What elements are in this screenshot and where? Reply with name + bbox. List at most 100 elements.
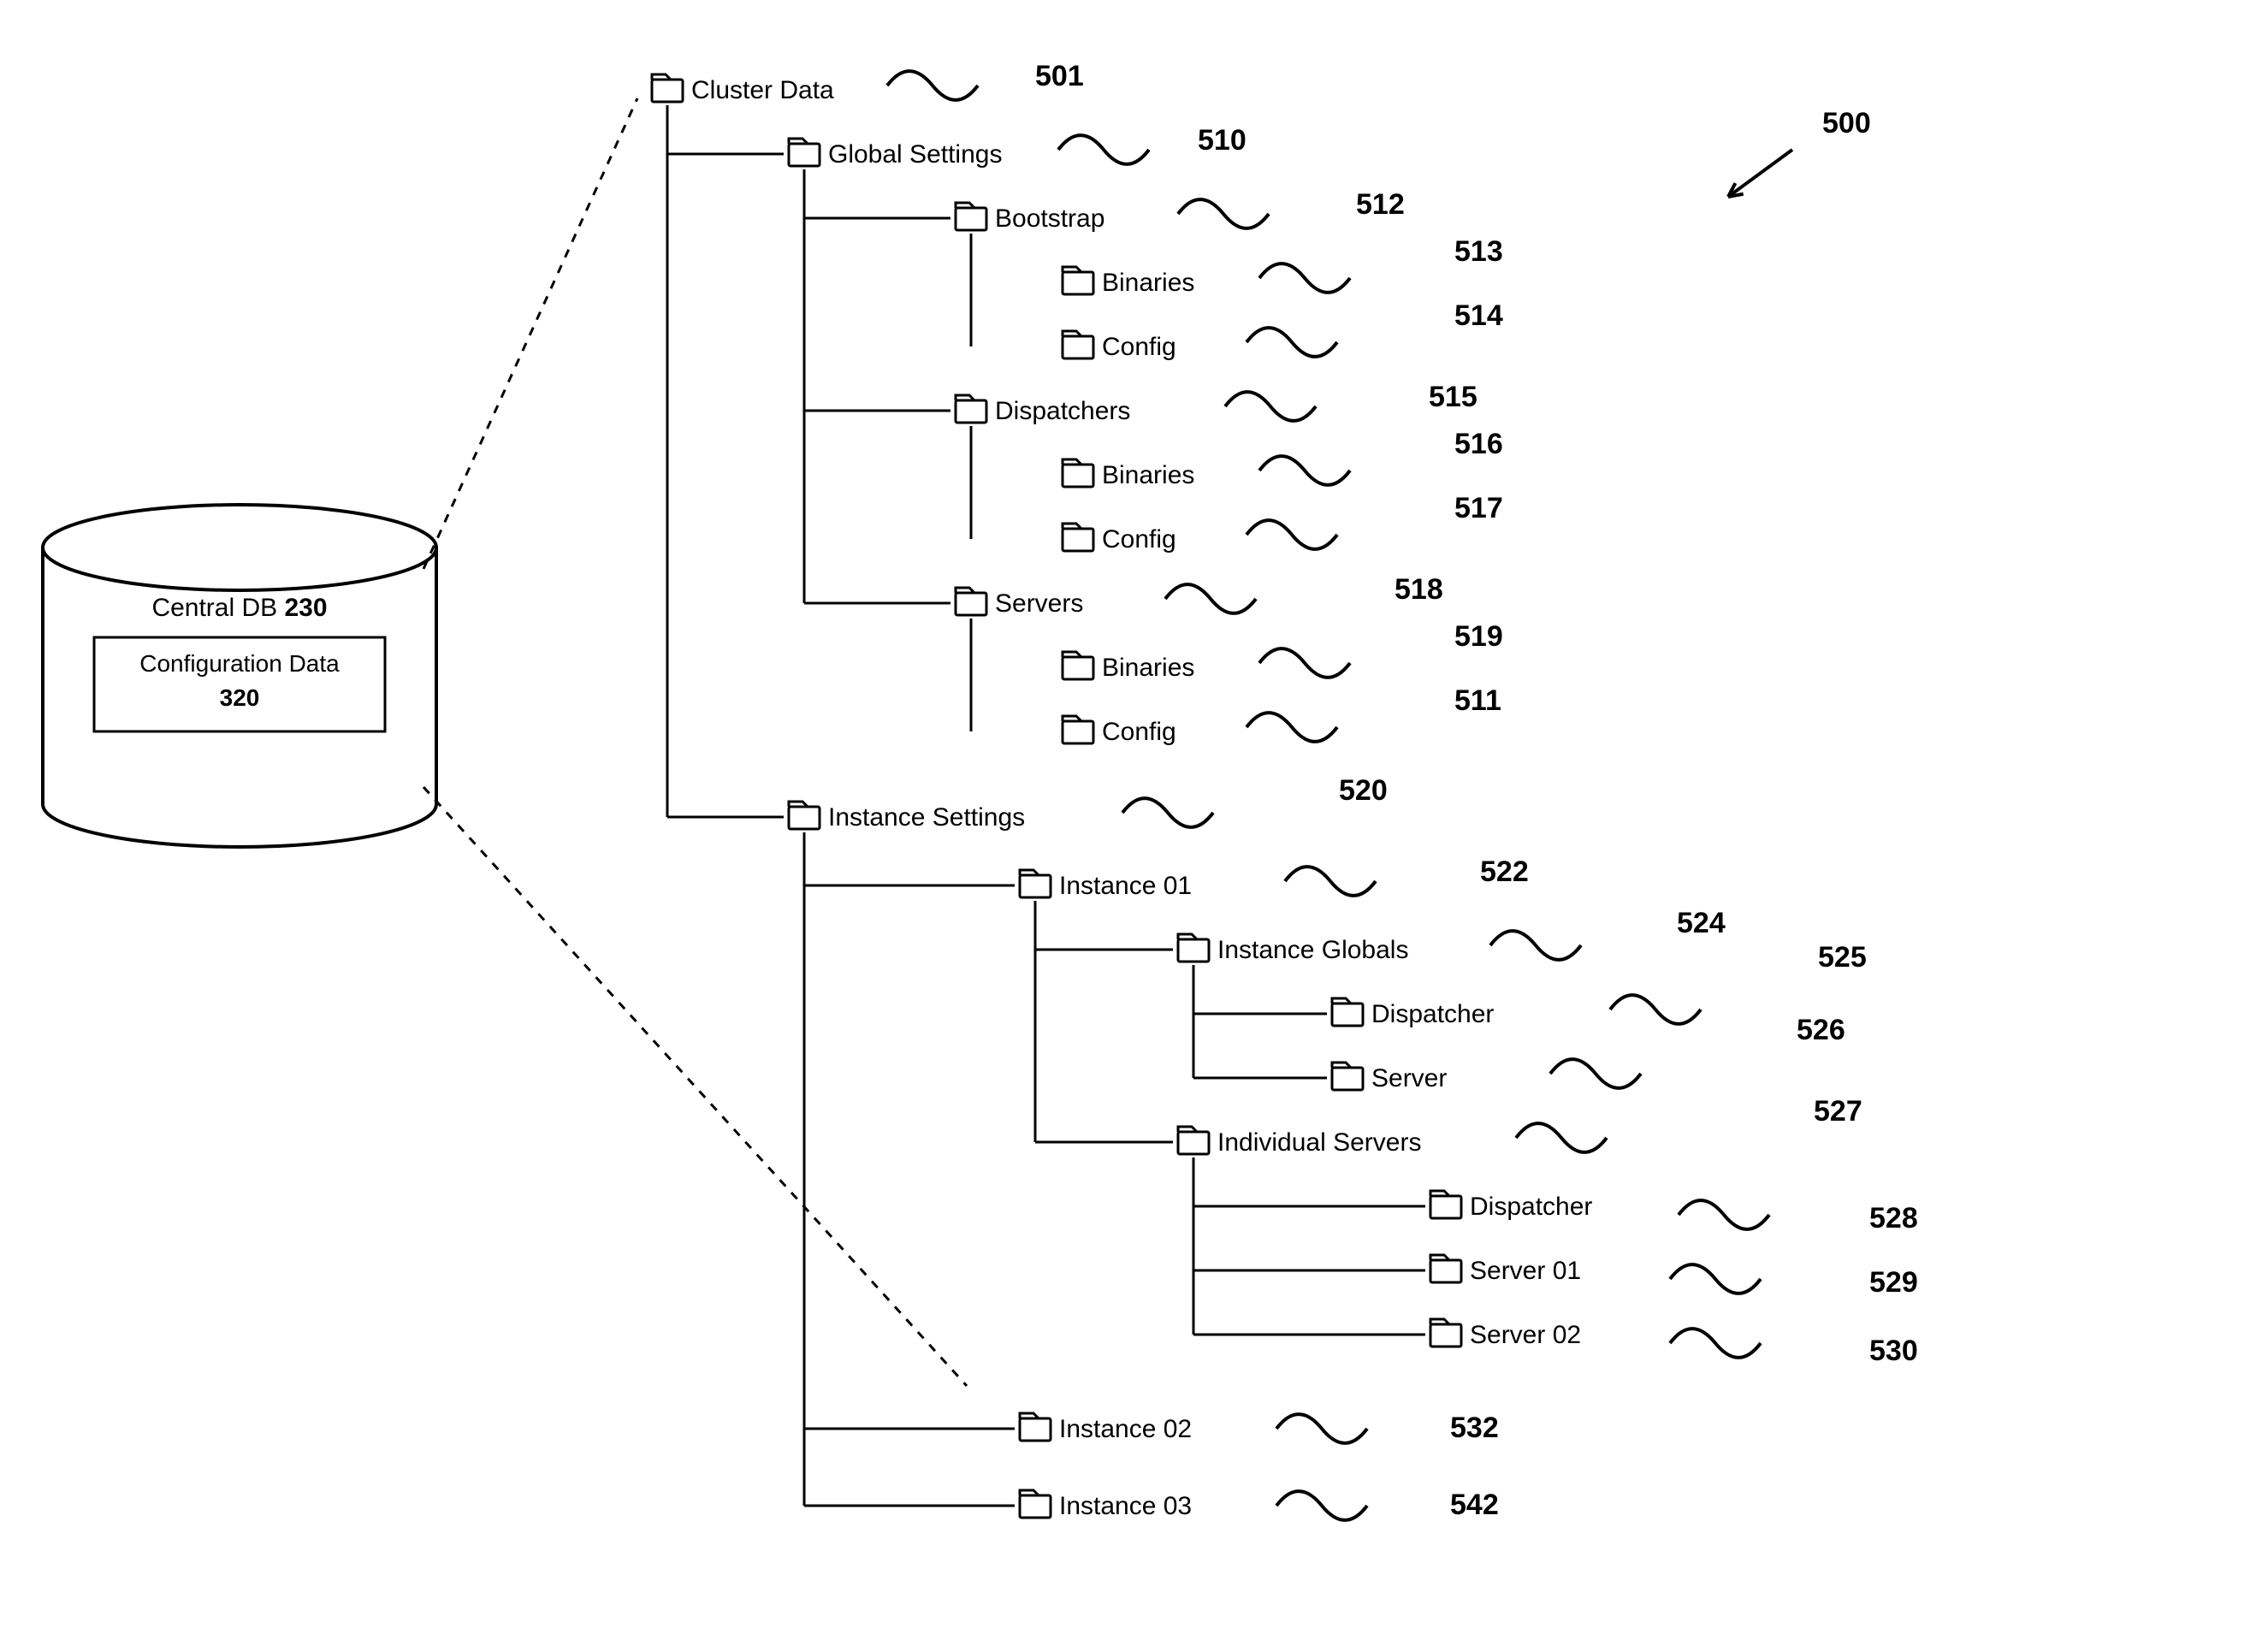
folder-icon <box>1020 1413 1051 1441</box>
tree-node-n532: Instance 02 532 <box>1020 1412 1499 1444</box>
db-title: Central DB 230 <box>151 594 327 622</box>
tree-node-n524: Instance Globals524 <box>1178 907 1726 964</box>
tree-node-label: Binaries <box>1102 654 1194 682</box>
ref-squiggle <box>1610 995 1701 1024</box>
tree-node-label: Bootstrap <box>995 204 1104 233</box>
tree-node-label: Global Settings <box>828 140 1002 169</box>
tree-node-label: Config <box>1102 718 1176 746</box>
tree-node-ref: 530 <box>1869 1335 1918 1367</box>
folder-icon <box>652 74 683 102</box>
folder-icon <box>1430 1255 1461 1282</box>
folder-icon <box>1063 716 1093 743</box>
ref-squiggle <box>1259 263 1350 293</box>
config-data-label: Configuration Data <box>139 650 340 677</box>
tree-node-n525: Dispatcher 525 <box>1332 941 1867 1028</box>
diagram-root: Central DB 230 Configuration Data 320 500 Cl… <box>0 0 2268 1628</box>
tree-node-ref: 501 <box>1035 60 1084 92</box>
projection-line-1 <box>423 787 967 1386</box>
tree-node-ref: 529 <box>1869 1266 1918 1299</box>
folder-icon <box>1020 1490 1051 1518</box>
tree-node-label: Binaries <box>1102 461 1194 489</box>
tree-node-ref: 528 <box>1869 1202 1918 1234</box>
tree-node-label: Instance Globals <box>1217 936 1408 964</box>
tree-node-n514: Config514 <box>1063 299 1503 361</box>
tree-node-label: Binaries <box>1102 269 1194 297</box>
projection-line-0 <box>423 98 637 569</box>
tree-node-ref: 526 <box>1797 1014 1845 1046</box>
tree-node-label: Server 02 <box>1470 1321 1581 1349</box>
ref-squiggle <box>1670 1264 1761 1294</box>
tree-node-ref: 522 <box>1480 855 1529 888</box>
folder-icon <box>1332 998 1363 1026</box>
config-data-ref: 320 <box>220 684 260 711</box>
tree-node-label: Server 01 <box>1470 1257 1581 1285</box>
ref-squiggle <box>1247 520 1337 549</box>
tree-node-ref: 519 <box>1454 620 1503 653</box>
tree-node-n528: Dispatcher 528 <box>1430 1191 1918 1234</box>
tree-node-n511: Config511 <box>1063 684 1501 746</box>
tree-node-n513: Binaries 513 <box>1063 235 1503 297</box>
ref-squiggle <box>1276 1491 1367 1520</box>
ref-squiggle <box>1259 456 1350 485</box>
ref-squiggle <box>1122 798 1213 827</box>
tree-node-ref: 513 <box>1454 235 1503 268</box>
tree-node-ref: 516 <box>1454 428 1503 460</box>
tree-node-n516: Binaries 516 <box>1063 428 1503 489</box>
tree-node-ref: 542 <box>1450 1489 1499 1521</box>
ref-squiggle <box>1276 1414 1367 1443</box>
ref-squiggle <box>1285 867 1376 896</box>
folder-icon <box>1020 870 1051 897</box>
tree-node-label: Instance 02 <box>1059 1415 1192 1443</box>
folder-icon <box>789 139 820 166</box>
tree-node-label: Cluster Data <box>691 76 834 104</box>
ref-squiggle <box>1670 1329 1761 1358</box>
tree-node-n512: Bootstrap 512 <box>956 188 1405 233</box>
tree-node-n517: Config 517 <box>1063 492 1503 554</box>
folder-icon <box>1063 267 1093 294</box>
tree-node-label: Servers <box>995 589 1083 618</box>
tree-node-ref: 527 <box>1814 1095 1862 1128</box>
folder-icon <box>1430 1319 1461 1347</box>
tree-node-n501: Cluster Data 501 <box>652 60 1084 104</box>
tree-node-n542: Instance 03 542 <box>1020 1489 1499 1521</box>
tree-node-n519: Binaries 519 <box>1063 620 1503 682</box>
ref-squiggle <box>1247 713 1337 742</box>
tree-node-label: Dispatcher <box>1470 1193 1592 1221</box>
tree-node-label: Dispatcher <box>1371 1000 1494 1028</box>
tree-node-n520: Instance Settings520 <box>789 774 1388 832</box>
ref-squiggle <box>1178 199 1269 228</box>
tree-node-ref: 532 <box>1450 1412 1499 1444</box>
tree-node-ref: 525 <box>1818 941 1867 974</box>
folder-icon <box>1063 459 1093 487</box>
folder-icon <box>956 203 986 230</box>
figure-ref-label: 500 <box>1822 107 1871 139</box>
folder-icon <box>1178 1127 1209 1154</box>
folder-icon <box>956 588 986 615</box>
diagram-svg: Central DB 230 Configuration Data 320 500 Cl… <box>0 0 2268 1628</box>
tree-node-ref: 514 <box>1454 299 1503 332</box>
folder-icon <box>1063 652 1093 679</box>
tree-node-ref: 518 <box>1395 573 1443 606</box>
tree-node-n522: Instance 01522 <box>1020 855 1529 900</box>
folder-icon <box>1063 524 1093 551</box>
tree-node-label: Server <box>1371 1064 1447 1092</box>
tree-node-n527: Individual Servers 527 <box>1178 1095 1862 1157</box>
folder-icon <box>1332 1063 1363 1090</box>
tree-node-n510: Global Settings510 <box>789 124 1247 169</box>
ref-squiggle <box>1165 584 1256 613</box>
tree-node-label: Instance 03 <box>1059 1492 1192 1520</box>
tree-node-label: Config <box>1102 525 1176 554</box>
ref-squiggle <box>1490 931 1581 960</box>
tree-node-label: Individual Servers <box>1217 1128 1421 1157</box>
folder-icon <box>1063 331 1093 358</box>
folder-icon <box>1178 934 1209 962</box>
ref-squiggle <box>887 71 978 100</box>
ref-squiggle <box>1225 392 1316 421</box>
ref-squiggle <box>1550 1059 1641 1088</box>
tree-node-ref: 517 <box>1454 492 1503 524</box>
tree-node-ref: 512 <box>1356 188 1405 221</box>
tree-node-n530: Server 02 530 <box>1430 1319 1918 1367</box>
tree-node-label: Instance Settings <box>828 803 1025 832</box>
tree-node-label: Dispatchers <box>995 397 1130 425</box>
folder-icon <box>789 802 820 829</box>
